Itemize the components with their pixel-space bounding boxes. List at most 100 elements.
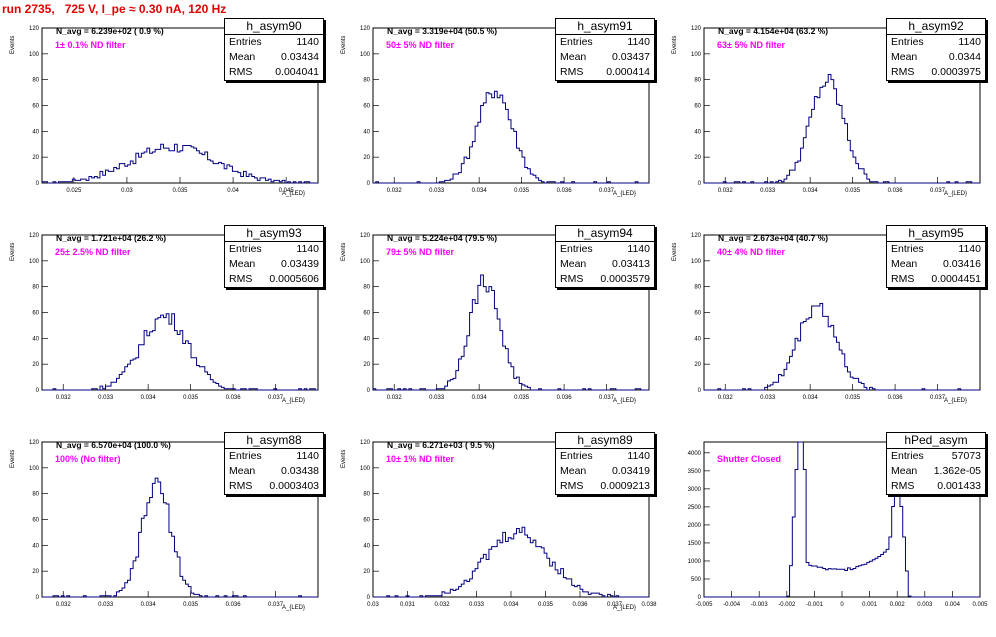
x-tick-label: 0.036 [888,395,904,401]
y-tick-label: 60 [363,104,370,110]
y-tick-label: 100 [691,52,702,58]
stats-value: 0.0344 [948,51,981,63]
x-tick-label: 0.045 [279,188,295,194]
stats-value: 1140 [958,243,981,255]
y-tick-label: 2000 [688,523,702,529]
x-axis-label: A_{LED} [282,191,306,197]
stats-row-mean: Mean 0.0344 [887,50,985,65]
y-tick-label: 0 [367,595,371,601]
filter-label: 40± 4% ND filter [717,247,785,257]
x-tick-label: 0.04 [227,188,239,194]
n-avg-label: N_avg = 6.570e+04 (100.0 %) [56,440,171,450]
y-tick-label: 0 [698,595,702,601]
stats-box: h_asym89 Entries 1140 Mean 0.03419 RMS 0.00092… [555,432,655,495]
x-tick-label: 0.037 [268,602,284,608]
x-tick-label: 0.034 [503,602,519,608]
y-tick-label: 40 [694,129,701,135]
plot-svg: 0 20 40 60 80 100 120 0.032 0.033 0.034 0.035 0.036… [360,26,650,194]
stats-row-rms: RMS 0.0003403 [225,479,323,494]
x-tick-label: 0.036 [557,395,573,401]
y-tick-label: 20 [363,155,370,161]
stats-value: 0.03434 [281,51,319,63]
x-tick-label: 0.035 [538,602,554,608]
stats-value: 1140 [296,450,319,462]
plot-svg: 0 20 40 60 80 100 120 0.032 0.033 0.034 0.035 0.036… [691,26,981,194]
x-axis-label: A_{LED} [613,398,637,404]
x-tick-label: 0.037 [599,395,615,401]
y-axis-label: Events [672,242,678,261]
x-tick-label: 0.033 [429,395,445,401]
stats-row-entries: Entries 1140 [225,35,323,50]
plot-svg: 0 20 40 60 80 100 120 0.032 0.033 0.034 0.035 0.036… [691,233,981,401]
plot-svg: 0 20 40 60 80 100 120 0.032 0.033 0.034 0.035 0.036… [29,233,319,401]
x-tick-label: 0.034 [141,602,157,608]
stats-value: 1140 [296,36,319,48]
stats-key: RMS [560,66,584,78]
plot-svg: 0 20 40 60 80 100 120 0.03 0.031 0.032 0.033 0.034 0… [360,440,657,608]
x-axis-label: A_{LED} [944,398,968,404]
x-tick-label: 0.032 [434,602,450,608]
histogram-panel-h_asym92: 0 20 40 60 80 100 120 0.032 0.033 0.034 0.035 0.036… [662,18,993,218]
y-tick-label: 20 [32,155,39,161]
x-tick-label: 0.036 [226,602,242,608]
run-title: run 2735, 725 V, I_pe ≈ 0.30 nA, 120 Hz [2,2,227,16]
stats-key: RMS [229,273,253,285]
stats-key: RMS [891,480,915,492]
y-tick-label: 60 [694,311,701,317]
y-tick-label: 80 [32,285,39,291]
stats-box: h_asym91 Entries 1140 Mean 0.03437 RMS 0.00041… [555,18,655,81]
stats-title: h_asym89 [556,433,654,449]
stats-value: 0.000414 [606,66,650,78]
y-tick-label: 80 [363,492,370,498]
y-tick-label: 20 [363,362,370,368]
x-tick-label: 0.036 [226,395,242,401]
x-tick-label: 0.034 [472,188,488,194]
y-tick-label: 120 [360,440,371,446]
stats-row-mean: Mean 0.03413 [556,257,654,272]
stats-key: Entries [229,36,262,48]
n-avg-label: N_avg = 2.673e+04 (40.7 %) [718,233,829,243]
histogram-panel-h_asym94: 0 20 40 60 80 100 120 0.032 0.033 0.034 0.035 0.036… [331,225,662,425]
stats-row-rms: RMS 0.0003975 [887,65,985,80]
histogram-line [42,313,318,391]
x-tick-label: 0.031 [400,602,416,608]
y-axis-label: Events [10,242,16,261]
histogram-line [704,441,980,598]
filter-label: 1± 0.1% ND filter [55,40,126,50]
stats-box: h_asym94 Entries 1140 Mean 0.03413 RMS 0.00035… [555,225,655,288]
x-tick-label: 0.035 [514,395,530,401]
x-tick-label: 0.037 [930,395,946,401]
stats-row-mean: Mean 0.03416 [887,257,985,272]
stats-row-mean: Mean 0.03437 [556,50,654,65]
x-tick-label: 0.035 [845,395,861,401]
stats-value: 0.03416 [943,258,981,270]
y-tick-label: 20 [694,362,701,368]
x-tick-label: 0.032 [718,395,734,401]
stats-row-rms: RMS 0.001433 [887,479,985,494]
stats-key: Mean [560,465,587,477]
y-tick-label: 0 [698,388,702,394]
y-tick-label: 40 [363,336,370,342]
n-avg-label: N_avg = 6.239e+02 ( 0.9 %) [56,26,164,36]
y-tick-label: 500 [691,577,702,583]
filter-label: 100% (No filter) [55,454,121,464]
stats-row-entries: Entries 1140 [556,35,654,50]
stats-key: RMS [891,66,915,78]
histogram-panel-hPed_asym: 0 500 1000 1500 2000 2500 3000 3500 4000 -0.005 -0… [662,432,993,632]
x-tick-label: -0.003 [751,602,769,608]
x-tick-label: 0.035 [183,602,199,608]
stats-row-mean: Mean 0.03434 [225,50,323,65]
y-tick-label: 80 [32,78,39,84]
stats-key: RMS [891,273,915,285]
plot-svg: 0 500 1000 1500 2000 2500 3000 3500 4000 -0.005 -0… [688,441,988,608]
y-tick-label: 20 [32,569,39,575]
stats-value: 1140 [627,450,650,462]
n-avg-label: N_avg = 1.721e+04 (26.2 %) [56,233,167,243]
stats-key: Mean [229,258,256,270]
x-tick-label: 0.033 [760,395,776,401]
y-tick-label: 100 [29,52,40,58]
plot-svg: 0 20 40 60 80 100 120 0.032 0.033 0.034 0.035 0.036… [360,233,650,401]
y-tick-label: 2500 [688,505,702,511]
stats-title: h_asym94 [556,226,654,242]
x-axis-label: A_{LED} [944,191,968,197]
